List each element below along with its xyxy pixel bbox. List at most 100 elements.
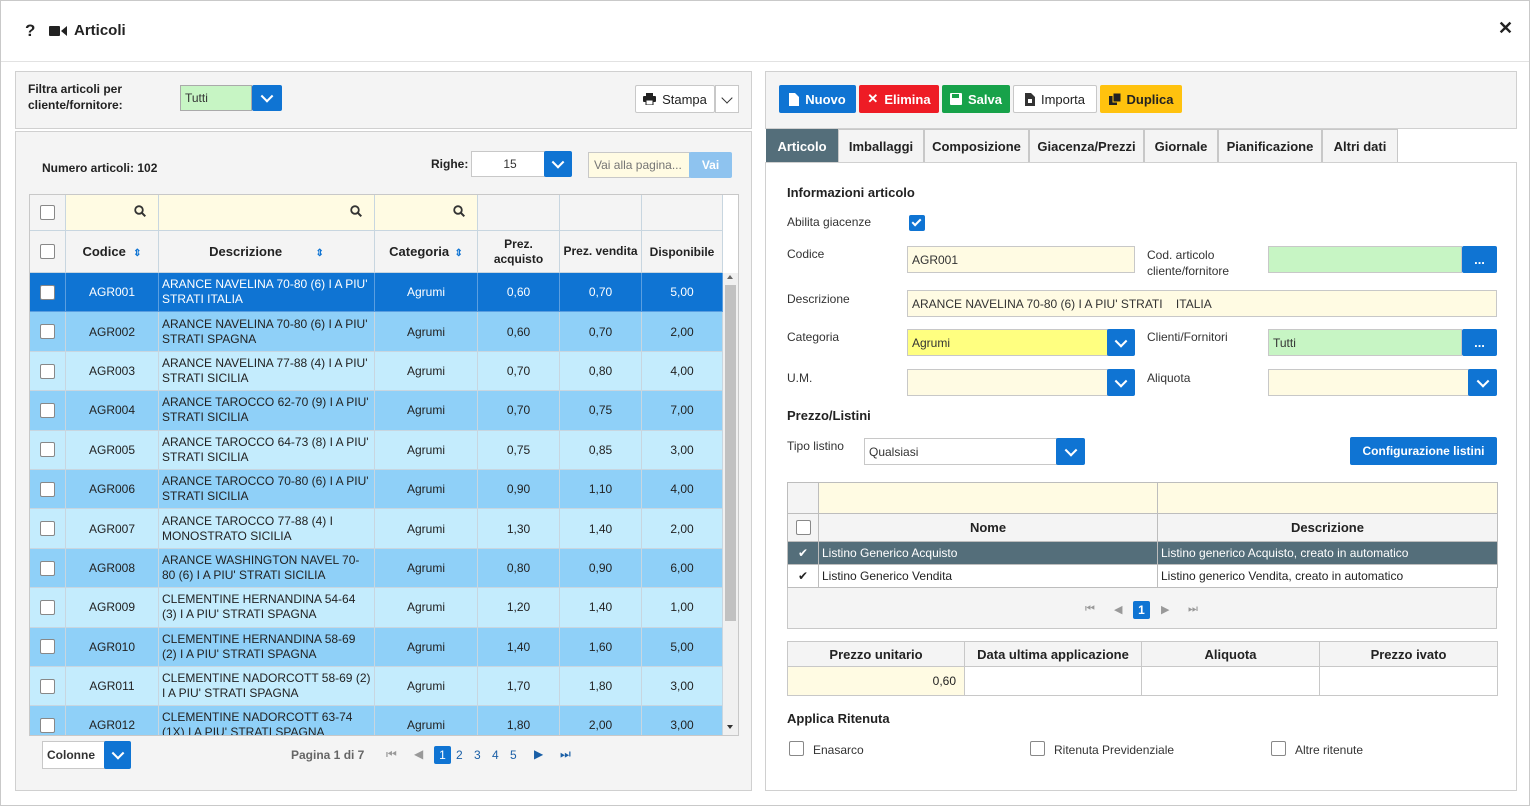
help-icon[interactable]: ? bbox=[25, 21, 36, 40]
altre-ritenute-checkbox[interactable] bbox=[1271, 741, 1286, 756]
page-5-button[interactable]: 5 bbox=[510, 748, 517, 762]
customers-suppliers-field[interactable]: Tutti bbox=[1268, 329, 1462, 356]
row-checkbox[interactable] bbox=[40, 363, 55, 379]
row-checkbox[interactable] bbox=[40, 324, 55, 340]
lists-select-all-checkbox[interactable] bbox=[795, 520, 811, 536]
page-1-button[interactable]: 1 bbox=[434, 746, 451, 764]
scrollbar-thumb[interactable] bbox=[725, 285, 736, 621]
page-3-button[interactable]: 3 bbox=[474, 748, 481, 762]
row-checkbox[interactable] bbox=[40, 521, 55, 537]
print-dropdown-button[interactable] bbox=[715, 85, 739, 113]
customers-suppliers-browse-button[interactable]: ... bbox=[1462, 329, 1497, 356]
lists-next-page-icon[interactable]: ▶ bbox=[1161, 604, 1170, 616]
goto-page-input[interactable] bbox=[588, 152, 690, 178]
filter-dropdown-button[interactable] bbox=[252, 85, 282, 111]
list-type-dropdown-button[interactable] bbox=[1056, 438, 1085, 465]
ritenuta-previdenziale-checkbox[interactable] bbox=[1030, 741, 1045, 756]
description-filter-cell[interactable] bbox=[1157, 482, 1498, 514]
table-scrollbar[interactable] bbox=[723, 273, 738, 735]
tab-composizione[interactable]: Composizione bbox=[924, 129, 1029, 163]
delete-button[interactable]: ✕ Elimina bbox=[859, 85, 939, 113]
desc-filter-cell[interactable] bbox=[158, 195, 375, 231]
table-row[interactable]: AGR002 ARANCE NAVELINA 70-80 (6) I A PIU'… bbox=[30, 311, 723, 352]
print-button[interactable]: Stampa bbox=[635, 85, 715, 113]
rows-dropdown-button[interactable] bbox=[544, 151, 572, 177]
select-all-checkbox[interactable] bbox=[40, 244, 55, 260]
row-checkbox[interactable] bbox=[40, 639, 55, 655]
code-field[interactable]: AGR001 bbox=[907, 246, 1135, 273]
row-checkbox[interactable] bbox=[40, 481, 55, 497]
table-row[interactable]: AGR010 CLEMENTINE HERNANDINA 58-69 (2) I … bbox=[30, 626, 723, 667]
category-select[interactable]: Agrumi bbox=[907, 329, 1108, 356]
vat-dropdown-button[interactable] bbox=[1468, 369, 1497, 396]
lists-first-page-icon[interactable]: ⏮ bbox=[1085, 603, 1095, 615]
row-checkbox[interactable] bbox=[40, 403, 55, 419]
list-row[interactable]: ✔ Listino Generico Acquisto Listino gene… bbox=[787, 541, 1498, 565]
description-field[interactable]: ARANCE NAVELINA 70-80 (6) I A PIU' STRAT… bbox=[907, 290, 1497, 317]
list-type-select[interactable]: Qualsiasi bbox=[864, 438, 1057, 465]
filter-select[interactable]: Tutti bbox=[180, 85, 252, 111]
new-button[interactable]: Nuovo bbox=[779, 85, 856, 113]
columns-dropdown-button[interactable] bbox=[104, 741, 131, 769]
lists-last-page-icon[interactable]: ⏭ bbox=[1188, 603, 1198, 615]
prev-page-icon[interactable]: ◀ bbox=[414, 747, 424, 761]
rows-select[interactable]: 15 bbox=[471, 151, 545, 177]
table-row[interactable]: AGR005 ARANCE TAROCCO 64-73 (8) I A PIU' … bbox=[30, 429, 723, 470]
filter-row-checkbox[interactable] bbox=[40, 205, 55, 221]
lists-page-1-button[interactable]: 1 bbox=[1133, 601, 1150, 619]
list-column-description[interactable]: Descrizione bbox=[1157, 513, 1498, 542]
column-header-code[interactable]: Codice ⇕ bbox=[65, 230, 159, 273]
row-checkbox[interactable] bbox=[40, 678, 55, 694]
row-checkbox[interactable] bbox=[40, 718, 55, 734]
table-row[interactable]: AGR007 ARANCE TAROCCO 77-88 (4) I MONOSTR… bbox=[30, 508, 723, 549]
columns-select[interactable]: Colonne bbox=[42, 741, 106, 769]
enasarco-checkbox[interactable] bbox=[789, 741, 804, 756]
column-header-category[interactable]: Categoria ⇕ bbox=[374, 230, 478, 273]
scroll-down-arrow[interactable] bbox=[727, 725, 733, 729]
first-page-icon[interactable]: ⏮ bbox=[386, 747, 397, 761]
table-row[interactable]: AGR003 ARANCE NAVELINA 77-88 (4) I A PIU'… bbox=[30, 350, 723, 392]
row-checkbox[interactable] bbox=[40, 442, 55, 458]
table-row[interactable]: AGR008 ARANCE WASHINGTON NAVEL 70-80 (6) … bbox=[30, 547, 723, 589]
gross-price-cell[interactable] bbox=[1319, 666, 1498, 696]
table-row[interactable]: AGR004 ARANCE TAROCCO 62-70 (9) I A PIU' … bbox=[30, 390, 723, 431]
row-checkbox[interactable] bbox=[40, 284, 55, 300]
tab-imballaggi[interactable]: Imballaggi bbox=[838, 129, 924, 163]
last-page-icon[interactable]: ⏭ bbox=[560, 747, 571, 761]
close-icon[interactable]: ✕ bbox=[1498, 18, 1514, 38]
customer-code-field[interactable] bbox=[1268, 246, 1462, 273]
um-dropdown-button[interactable] bbox=[1107, 369, 1135, 396]
tab-giacenza-prezzi[interactable]: Giacenza/Prezzi bbox=[1029, 129, 1144, 163]
row-checkbox[interactable] bbox=[40, 560, 55, 576]
duplicate-button[interactable]: Duplica bbox=[1100, 85, 1182, 113]
enable-stock-checkbox[interactable] bbox=[909, 215, 925, 231]
tab-altri-dati[interactable]: Altri dati bbox=[1322, 129, 1398, 163]
table-row[interactable]: AGR009 CLEMENTINE HERNANDINA 54-64 (3) I … bbox=[30, 587, 723, 628]
code-filter-cell[interactable] bbox=[65, 195, 159, 231]
table-row[interactable]: AGR006 ARANCE TAROCCO 70-80 (6) I A PIU' … bbox=[30, 468, 723, 510]
list-column-name[interactable]: Nome bbox=[818, 513, 1158, 542]
column-header-sell-price[interactable]: Prez. vendita bbox=[559, 230, 642, 273]
last-date-cell[interactable] bbox=[964, 666, 1142, 696]
vat-select[interactable] bbox=[1268, 369, 1469, 396]
customer-code-browse-button[interactable]: ... bbox=[1462, 246, 1497, 273]
table-row[interactable]: AGR001 ARANCE NAVELINA 70-80 (6) I A PIU'… bbox=[30, 271, 723, 313]
row-checkbox[interactable] bbox=[40, 599, 55, 615]
um-select[interactable] bbox=[907, 369, 1108, 396]
table-row[interactable]: AGR011 CLEMENTINE NADORCOTT 58-69 (2) I A… bbox=[30, 665, 723, 707]
cat-filter-cell[interactable] bbox=[374, 195, 478, 231]
page-2-button[interactable]: 2 bbox=[456, 748, 463, 762]
list-row[interactable]: ✔ Listino Generico Vendita Listino gener… bbox=[787, 564, 1498, 588]
table-row[interactable]: AGR012 CLEMENTINE NADORCOTT 63-74 (1X) I … bbox=[30, 705, 723, 735]
tab-pianificazione[interactable]: Pianificazione bbox=[1218, 129, 1322, 163]
scroll-up-arrow[interactable] bbox=[727, 275, 733, 279]
next-page-icon[interactable]: ▶ bbox=[534, 747, 544, 761]
page-4-button[interactable]: 4 bbox=[492, 748, 499, 762]
category-dropdown-button[interactable] bbox=[1107, 329, 1135, 356]
column-header-description[interactable]: Descrizione ⇕ bbox=[158, 230, 375, 273]
unit-price-cell[interactable]: 0,60 bbox=[787, 666, 965, 696]
configure-lists-button[interactable]: Configurazione listini bbox=[1350, 437, 1497, 465]
lists-prev-page-icon[interactable]: ◀ bbox=[1114, 604, 1123, 616]
name-filter-cell[interactable] bbox=[818, 482, 1158, 514]
save-button[interactable]: Salva bbox=[942, 85, 1010, 113]
